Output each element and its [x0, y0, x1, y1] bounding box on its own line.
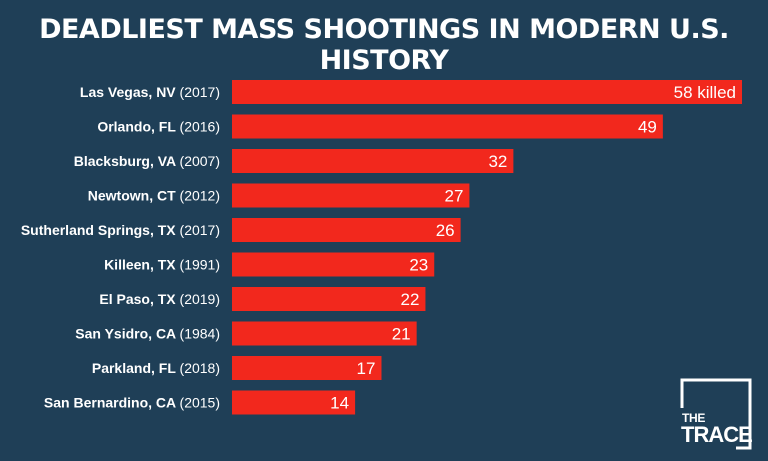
the-trace-logo: THE TRACE [680, 378, 753, 450]
category-label: San Ysidro, CA (1984) [75, 326, 220, 342]
bar-value-label: 23 [409, 256, 428, 275]
bar-value-label: 27 [444, 187, 463, 206]
category-name: San Bernardino, CA [44, 395, 180, 411]
category-year: (2007) [180, 153, 220, 169]
category-name: Orlando, FL [97, 119, 179, 135]
category-year: (2016) [180, 119, 220, 135]
bar-value-label: 14 [330, 394, 349, 413]
category-year: (2017) [180, 84, 220, 100]
bar [232, 321, 417, 346]
category-name: Newtown, CT [88, 188, 180, 204]
bar-value-label: 58 killed [674, 83, 736, 102]
bar [232, 218, 461, 242]
bar [232, 149, 514, 173]
bar [232, 183, 470, 208]
logo-text-the: THE [682, 411, 706, 425]
category-label: Parkland, FL (2018) [92, 360, 220, 376]
category-year: (2017) [180, 222, 220, 238]
bar [232, 287, 426, 311]
category-label: Killeen, TX (1991) [104, 257, 220, 273]
category-label: Blacksburg, VA (2007) [74, 153, 220, 169]
category-year: (1984) [180, 326, 220, 342]
category-label: San Bernardino, CA (2015) [44, 395, 220, 411]
logo-text-trace: TRACE [681, 422, 753, 447]
category-year: (2018) [180, 360, 220, 376]
category-label: Orlando, FL (2016) [97, 119, 220, 135]
bar-value-label: 26 [436, 221, 455, 240]
category-name: Killeen, TX [104, 257, 179, 273]
category-label: Sutherland Springs, TX (2017) [21, 222, 220, 238]
category-name: Las Vegas, NV [80, 84, 180, 100]
category-year: (2015) [180, 395, 220, 411]
bar [232, 390, 356, 415]
bar-value-label: 21 [392, 325, 411, 344]
category-year: (1991) [180, 257, 220, 273]
bar-value-label: 22 [401, 290, 420, 309]
chart-title: DEADLIEST MASS SHOOTINGS IN MODERN U.S. … [39, 14, 729, 76]
bar-value-label: 17 [357, 359, 376, 378]
category-year: (2012) [180, 188, 220, 204]
bar [232, 80, 742, 104]
bar [232, 114, 663, 139]
category-label: El Paso, TX (2019) [99, 291, 220, 307]
bar-value-label: 32 [488, 152, 507, 171]
category-year: (2019) [180, 291, 220, 307]
category-name: San Ysidro, CA [75, 326, 179, 342]
bar [232, 252, 435, 277]
category-name: Parkland, FL [92, 360, 180, 376]
category-name: Sutherland Springs, TX [21, 222, 180, 238]
category-label: Newtown, CT (2012) [88, 188, 220, 204]
category-label: Las Vegas, NV (2017) [80, 84, 220, 100]
logo-frame-icon [680, 378, 752, 450]
category-name: Blacksburg, VA [74, 153, 180, 169]
bar [232, 356, 382, 380]
category-name: El Paso, TX [99, 291, 179, 307]
bar-value-label: 49 [638, 118, 657, 137]
